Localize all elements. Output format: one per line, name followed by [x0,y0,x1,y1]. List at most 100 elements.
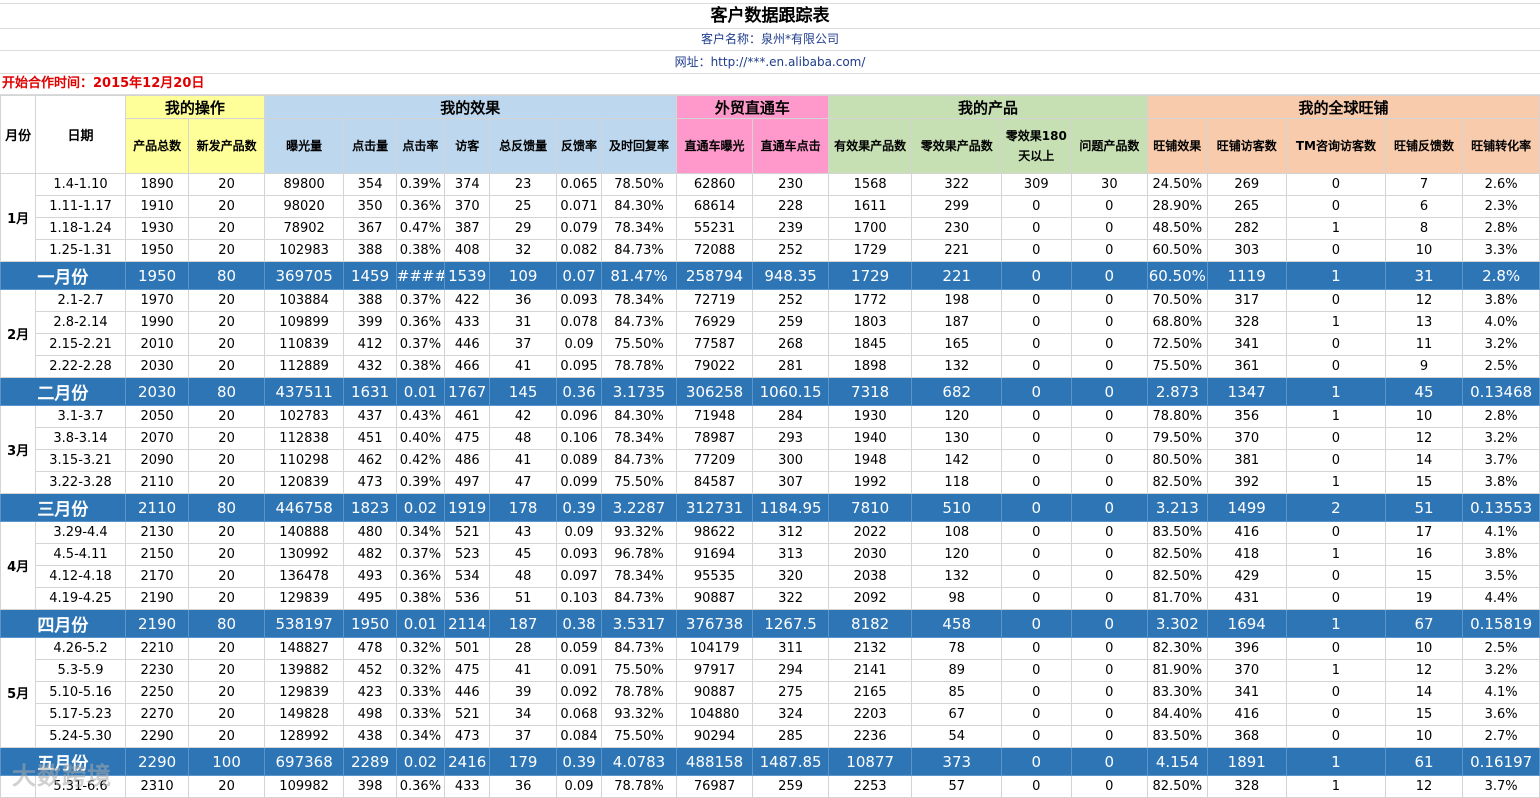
summary-cell[interactable]: 2289 [343,747,397,776]
table-cell[interactable]: 0 [1070,659,1149,682]
table-cell[interactable]: 108 [911,521,1003,544]
summary-cell[interactable]: 1347 [1206,377,1288,406]
table-cell[interactable]: 2.5% [1462,637,1540,660]
table-cell[interactable]: 0 [1286,239,1386,262]
table-cell[interactable]: 78.34% [601,565,677,588]
summary-cell[interactable]: 51 [1384,493,1464,522]
table-cell[interactable]: 23 [489,173,557,196]
table-cell[interactable]: 2.3% [1462,195,1540,218]
table-cell[interactable]: 104179 [675,637,754,660]
summary-cell[interactable]: 80 [188,261,265,290]
table-cell[interactable]: 275 [752,681,829,704]
table-cell[interactable]: 0 [1286,289,1386,312]
table-cell[interactable]: 14 [1384,681,1464,704]
table-cell[interactable]: 78902 [263,217,345,240]
table-cell[interactable]: 0 [1070,703,1149,726]
table-cell[interactable]: 78.80% [1147,405,1208,428]
table-cell[interactable]: 478 [343,637,397,660]
table-cell[interactable]: 0 [1001,289,1072,312]
summary-cell[interactable]: 1767 [444,377,491,406]
table-cell[interactable]: 36 [489,289,557,312]
table-cell[interactable]: 399 [343,311,397,334]
table-cell[interactable]: 10 [1384,725,1464,748]
table-cell[interactable]: 84.73% [601,637,677,660]
table-cell[interactable]: 110298 [263,449,345,472]
table-cell[interactable]: 20 [188,587,265,610]
table-cell[interactable]: 72.50% [1147,333,1208,356]
table-cell[interactable]: 0 [1070,565,1149,588]
table-cell[interactable]: 1729 [827,239,913,262]
table-cell[interactable]: 281 [752,355,829,378]
table-cell[interactable]: 39 [489,681,557,704]
summary-cell[interactable]: #### [395,261,446,290]
summary-cell[interactable]: 109 [489,261,557,290]
table-cell[interactable]: 45 [489,543,557,566]
table-cell[interactable]: 501 [444,637,491,660]
summary-cell[interactable]: 510 [911,493,1003,522]
table-cell[interactable]: 20 [188,173,265,196]
table-cell[interactable]: 78.34% [601,289,677,312]
table-cell[interactable]: 78.78% [601,775,677,798]
summary-cell[interactable]: 369705 [263,261,345,290]
summary-cell[interactable]: 682 [911,377,1003,406]
table-cell[interactable]: 37 [489,333,557,356]
table-cell[interactable]: 265 [1206,195,1288,218]
table-cell[interactable]: 2310 [124,775,190,798]
table-cell[interactable]: 432 [343,355,397,378]
table-cell[interactable]: 20 [188,659,265,682]
table-cell[interactable]: 368 [1206,725,1288,748]
summary-cell[interactable]: 2416 [444,747,491,776]
table-cell[interactable]: 1.18-1.24 [35,217,126,240]
table-cell[interactable]: 24.50% [1147,173,1208,196]
table-cell[interactable]: 75.50% [601,659,677,682]
table-cell[interactable]: 422 [444,289,491,312]
table-cell[interactable]: 0 [1286,333,1386,356]
table-cell[interactable]: 0 [1286,355,1386,378]
table-cell[interactable]: 239 [752,217,829,240]
table-cell[interactable]: 0.36% [395,311,446,334]
summary-cell[interactable]: 446758 [263,493,345,522]
summary-cell[interactable]: 61 [1384,747,1464,776]
table-cell[interactable]: 259 [752,775,829,798]
table-cell[interactable]: 78 [911,637,1003,660]
table-cell[interactable]: 30 [1070,173,1149,196]
table-cell[interactable]: 2022 [827,521,913,544]
summary-cell[interactable]: 306258 [675,377,754,406]
table-cell[interactable]: 0 [1070,775,1149,798]
summary-label[interactable]: 三月份 [0,493,126,522]
table-cell[interactable]: 317 [1206,289,1288,312]
table-cell[interactable]: 480 [343,521,397,544]
table-cell[interactable]: 294 [752,659,829,682]
table-cell[interactable]: 0.36% [395,195,446,218]
table-cell[interactable]: 418 [1206,543,1288,566]
summary-cell[interactable]: 1694 [1206,609,1288,638]
table-cell[interactable]: 486 [444,449,491,472]
table-cell[interactable]: 78.34% [601,427,677,450]
summary-cell[interactable]: 258794 [675,261,754,290]
table-cell[interactable]: 19 [1384,587,1464,610]
table-cell[interactable]: 2250 [124,681,190,704]
table-cell[interactable]: 2190 [124,587,190,610]
table-cell[interactable]: 0.40% [395,427,446,450]
table-cell[interactable]: 429 [1206,565,1288,588]
table-cell[interactable]: 98622 [675,521,754,544]
table-cell[interactable]: 84.73% [601,449,677,472]
table-cell[interactable]: 82.30% [1147,637,1208,660]
summary-cell[interactable]: 1 [1286,261,1386,290]
table-cell[interactable]: 12 [1384,427,1464,450]
table-cell[interactable]: 0 [1286,449,1386,472]
table-cell[interactable]: 0.091 [555,659,603,682]
table-cell[interactable]: 412 [343,333,397,356]
table-cell[interactable]: 497 [444,471,491,494]
table-cell[interactable]: 1930 [827,405,913,428]
table-cell[interactable]: 446 [444,681,491,704]
table-cell[interactable]: 370 [444,195,491,218]
summary-cell[interactable]: 1487.85 [752,747,829,776]
table-cell[interactable]: 0 [1286,521,1386,544]
summary-cell[interactable]: 948.35 [752,261,829,290]
table-cell[interactable]: 0.47% [395,217,446,240]
table-cell[interactable]: 3.22-3.28 [35,471,126,494]
table-cell[interactable]: 230 [752,173,829,196]
table-cell[interactable]: 398 [343,775,397,798]
summary-label[interactable]: 一月份 [0,261,126,290]
